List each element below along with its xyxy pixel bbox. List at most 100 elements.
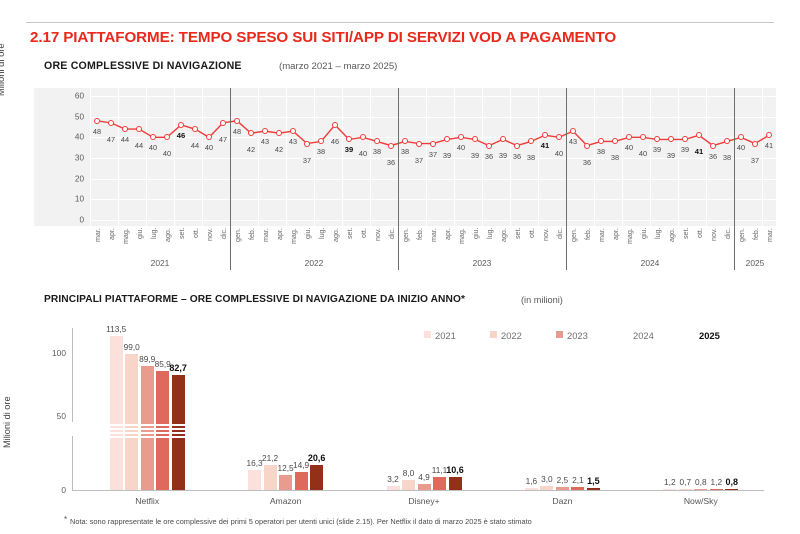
line-data-point [416, 140, 422, 147]
line-data-point [332, 121, 338, 128]
line-year-separator [566, 226, 567, 270]
bar-chart-subtitle: (in milioni) [521, 295, 563, 305]
line-data-label: 39 [442, 151, 452, 161]
line-x-tick-label: ott. [527, 228, 536, 238]
line-chart-ylabel: Milioni di ore [0, 43, 6, 96]
line-y-tick: 50 [74, 112, 84, 122]
line-data-label: 39 [666, 151, 676, 161]
line-chart-x-axis: mar. apr. mag. giu. lug. ago. set. ott. nov. dic.… [90, 226, 776, 270]
line-x-tick-label: mag. [289, 228, 298, 244]
line-data-point [430, 140, 436, 147]
line-y-tick: 40 [74, 132, 84, 142]
line-year-group-label: 2024 [640, 258, 660, 268]
line-data-point [514, 142, 520, 149]
line-gridline-v [622, 88, 623, 226]
line-gridline-h [90, 96, 776, 97]
line-x-tick-label: dic. [555, 228, 564, 240]
legend-item[interactable]: 2022 [490, 330, 522, 341]
line-data-point [556, 134, 562, 141]
line-data-label: 40 [624, 143, 634, 153]
legend-swatch [556, 331, 563, 338]
axis-break-hatch [156, 436, 170, 438]
bar-value-label: 1,6 [525, 476, 538, 487]
line-gridline-v [370, 88, 371, 226]
legend-item[interactable]: 2024 [622, 330, 654, 341]
line-chart-plot-area: 48 47 44 44 40 40 46 44 40 47 48 42 43 42 43 37 38 46 39 40… [90, 88, 776, 226]
bar-y-tick: 100 [52, 347, 66, 358]
line-data-point [346, 136, 352, 143]
line-data-label: 37 [414, 155, 424, 165]
line-x-tick-label: nov. [373, 228, 382, 241]
bar-value-label: 0,8 [695, 477, 707, 488]
line-data-label: 39 [344, 145, 354, 155]
legend-item[interactable]: 2021 [424, 330, 456, 341]
line-data-point [262, 128, 268, 135]
legend-item[interactable]: 2025 [688, 330, 720, 341]
line-data-label: 46 [330, 136, 340, 146]
bar-value-label: 113,5 [106, 323, 127, 334]
header-divider [26, 22, 774, 23]
line-data-point [626, 134, 632, 141]
line-data-label: 44 [190, 141, 200, 151]
bar-segment [725, 489, 739, 490]
line-x-tick-label: ago. [163, 228, 172, 242]
legend-item[interactable]: 2023 [556, 330, 588, 341]
line-data-point [668, 136, 674, 143]
line-gridline-h [90, 137, 776, 139]
axis-break-hatch [140, 428, 154, 430]
line-data-point [640, 134, 646, 141]
bar-segment [263, 464, 277, 490]
axis-break-hatch [171, 424, 185, 426]
line-y-tick: 0 [79, 215, 84, 225]
legend-label: 2021 [435, 330, 456, 341]
bar-segment [571, 487, 585, 490]
line-data-label: 47 [106, 134, 116, 144]
line-data-point [290, 128, 296, 135]
line-data-label: 39 [680, 145, 690, 155]
line-year-separator [734, 226, 735, 270]
bar-segment [156, 370, 170, 490]
bar-segment [540, 486, 554, 490]
line-gridline-h [90, 220, 776, 221]
line-data-point [528, 138, 534, 145]
bar-category-label: Now/Sky [683, 496, 718, 506]
bar-segment [310, 465, 324, 490]
line-gridline-v [482, 88, 483, 226]
line-data-label: 38 [526, 153, 536, 163]
line-x-tick-label: mar. [597, 228, 606, 242]
line-gridline-h [90, 116, 776, 118]
line-data-point [766, 132, 772, 139]
bar-segment [678, 489, 692, 490]
line-data-label: 46 [176, 130, 186, 140]
line-x-tick-label: nov. [205, 228, 214, 241]
line-x-tick-label: apr. [107, 228, 116, 240]
line-year-group-label: 2023 [472, 258, 492, 268]
line-data-point [304, 140, 310, 147]
axis-break-hatch [171, 428, 185, 430]
bar-segment [709, 488, 723, 490]
line-gridline-v [762, 88, 763, 226]
line-x-tick-label: lug. [149, 228, 158, 240]
axis-break-hatch [171, 436, 185, 438]
bar-value-label: 1,2 [664, 476, 676, 487]
line-gridline-h [90, 178, 776, 180]
line-data-point [486, 142, 492, 149]
line-x-tick-label: giu. [303, 228, 312, 240]
bar-segment [402, 480, 415, 490]
line-data-point [584, 142, 590, 149]
bar-value-label: 12,5 [277, 463, 294, 473]
axis-break-hatch [140, 436, 154, 438]
line-year-separator [230, 88, 231, 226]
line-data-label: 39 [470, 151, 480, 161]
line-y-tick: 60 [74, 91, 84, 101]
line-data-point [654, 136, 660, 143]
line-chart-subtitle: (marzo 2021 – marzo 2025) [279, 61, 398, 72]
line-gridline-v [454, 88, 455, 226]
bar-segment [248, 470, 262, 490]
line-year-group-label: 2025 [745, 258, 765, 268]
bar-segment [694, 489, 708, 490]
axis-break-hatch [125, 424, 139, 426]
axis-break-hatch [125, 436, 139, 438]
line-year-separator [566, 88, 567, 226]
line-x-tick-label: lug. [653, 228, 662, 240]
